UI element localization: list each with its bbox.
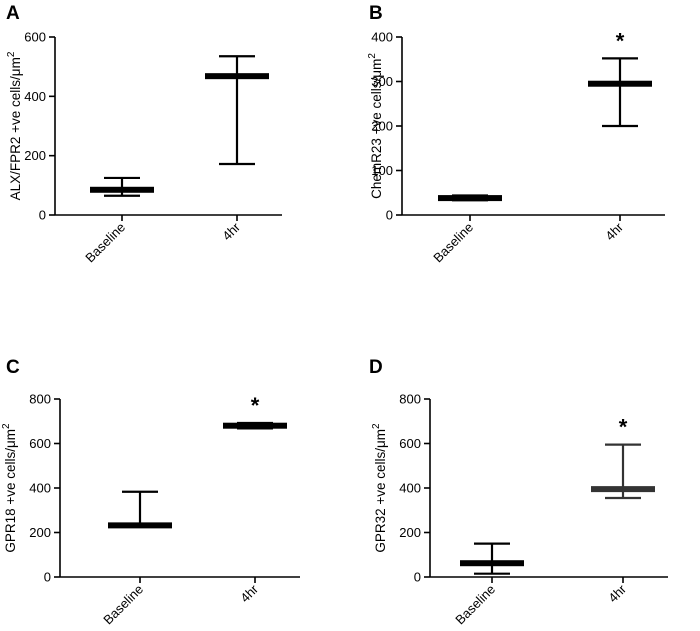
y-tick-label: 0 xyxy=(39,208,46,223)
y-tick-label: 800 xyxy=(399,392,421,407)
y-axis-label-sup: 2 xyxy=(367,53,378,59)
panel-letter: C xyxy=(6,357,20,378)
significance-marker: * xyxy=(251,393,260,418)
panel-d: D 0 200 400 600 800 Baseline 4hr GPR32 +ve cells… xyxy=(369,357,668,627)
y-tick-label: 200 xyxy=(371,119,393,134)
x-tick-label: Baseline xyxy=(452,582,498,628)
x-tick-label: 4hr xyxy=(605,581,629,605)
y-axis-label-sup: 2 xyxy=(371,423,382,429)
y-tick-label: 800 xyxy=(29,392,51,407)
x-tick-label: Baseline xyxy=(82,220,128,266)
y-tick-label: 100 xyxy=(371,163,393,178)
median-bar xyxy=(108,522,172,529)
y-axis-label: GPR18 +ve cells/μm2 xyxy=(1,423,18,553)
y-tick-label: 600 xyxy=(24,30,46,45)
median-bar xyxy=(223,422,287,429)
y-axis-label-unit: μm xyxy=(3,429,18,448)
median-bar xyxy=(588,80,652,87)
panel-b: B 0 100 200 300 400 Baseline 4hr ChemR23 +ve cel… xyxy=(367,3,665,265)
y-tick-label: 200 xyxy=(29,525,51,540)
median-bar xyxy=(438,195,502,202)
y-tick-label: 0 xyxy=(44,570,51,585)
y-axis-label-unit: μm xyxy=(373,429,388,448)
panel-c: C 0 200 400 600 800 Baseline 4hr GPR18 +ve cells… xyxy=(1,357,300,627)
x-tick-label: 4hr xyxy=(237,581,261,605)
x-tick-label: 4hr xyxy=(602,219,626,243)
box-baseline xyxy=(460,542,524,575)
y-tick-label: 0 xyxy=(414,570,421,585)
box-4hr xyxy=(588,57,652,128)
panel-a: A 0 200 400 600 Baseline 4hr ALX/FPR2 +ve cells… xyxy=(6,3,282,265)
y-axis-label-unit: μm xyxy=(8,57,23,76)
box-baseline xyxy=(438,194,502,202)
y-axis-label-text: ALX/FPR2 +ve cells/ xyxy=(8,76,23,200)
y-axis-label: ChemR23 +ve cells/μm2 xyxy=(367,53,384,199)
y-axis-label-sup: 2 xyxy=(1,423,12,429)
x-tick-label: 4hr xyxy=(219,219,243,243)
y-tick-label: 400 xyxy=(399,481,421,496)
y-axis-label-text: GPR32 +ve cells/ xyxy=(373,448,388,553)
y-tick-label: 300 xyxy=(371,74,393,89)
x-tick-label: Baseline xyxy=(430,220,476,266)
y-axis-label: ALX/FPR2 +ve cells/μm2 xyxy=(6,51,23,200)
box-baseline xyxy=(108,490,172,529)
panel-letter: A xyxy=(6,3,20,24)
y-tick-label: 600 xyxy=(399,436,421,451)
box-4hr xyxy=(205,55,269,166)
y-axis-label-text: GPR18 +ve cells/ xyxy=(3,448,18,553)
y-axis-label-sup: 2 xyxy=(6,51,17,57)
y-axis-label: GPR32 +ve cells/μm2 xyxy=(371,423,388,553)
y-axis-label-text: ChemR23 +ve cells/ xyxy=(369,77,384,198)
y-tick-label: 400 xyxy=(29,481,51,496)
panel-letter: D xyxy=(369,357,383,378)
significance-marker: * xyxy=(619,415,628,440)
y-tick-label: 400 xyxy=(24,89,46,104)
box-4hr xyxy=(223,421,287,430)
median-bar xyxy=(205,73,269,80)
y-tick-label: 400 xyxy=(371,30,393,45)
median-bar xyxy=(591,486,655,493)
x-tick-label: Baseline xyxy=(100,582,146,628)
box-baseline xyxy=(90,176,154,197)
median-bar xyxy=(90,186,154,193)
y-axis-label-unit: μm xyxy=(369,59,384,78)
significance-marker: * xyxy=(616,28,625,53)
y-tick-label: 200 xyxy=(399,525,421,540)
y-tick-label: 600 xyxy=(29,436,51,451)
median-bar xyxy=(460,560,524,567)
panel-letter: B xyxy=(369,3,383,24)
y-tick-label: 200 xyxy=(24,148,46,163)
y-tick-label: 0 xyxy=(386,208,393,223)
box-4hr xyxy=(591,443,655,500)
